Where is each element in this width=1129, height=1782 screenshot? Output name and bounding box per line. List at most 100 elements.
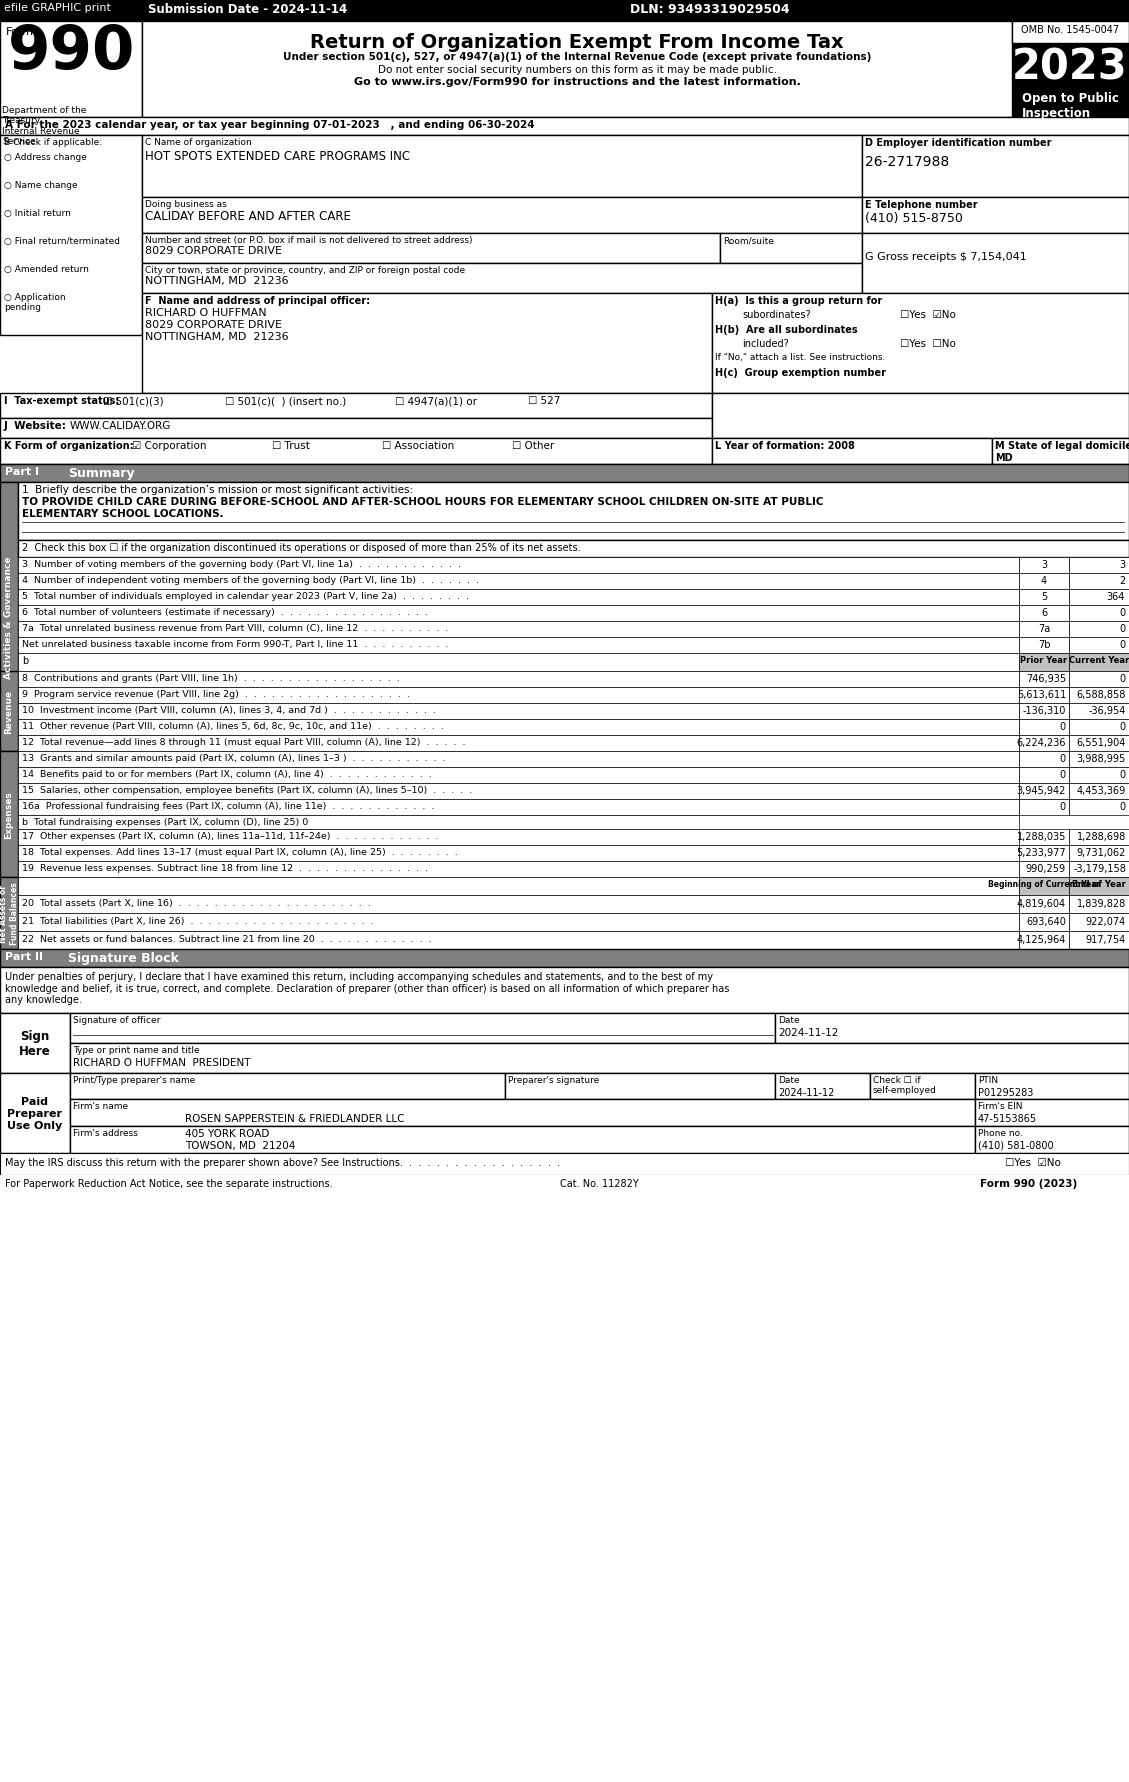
Bar	[18, 590, 1019, 606]
Text: b: b	[21, 656, 28, 666]
Bar	[975, 1126, 1129, 1153]
Bar	[1019, 784, 1069, 800]
Text: 12  Total revenue—add lines 8 through 11 (must equal Part VIII, column (A), line: 12 Total revenue—add lines 8 through 11 …	[21, 738, 465, 747]
Text: 5: 5	[1041, 592, 1047, 602]
Bar	[142, 21, 1012, 118]
Text: 3: 3	[1119, 560, 1124, 570]
Text: Part II: Part II	[5, 952, 43, 962]
Text: K Form of organization:: K Form of organization:	[5, 440, 133, 451]
Bar	[1069, 877, 1129, 896]
Bar	[863, 135, 1129, 198]
Bar	[1019, 932, 1069, 950]
Text: 3,988,995: 3,988,995	[1077, 754, 1126, 763]
Text: Preparer's signature: Preparer's signature	[508, 1075, 599, 1085]
Text: included?: included?	[742, 339, 789, 349]
Text: ☐Yes  ☐No: ☐Yes ☐No	[900, 339, 956, 349]
Text: 2: 2	[1119, 576, 1124, 586]
Bar	[1019, 638, 1069, 654]
Text: I  Tax-exempt status:: I Tax-exempt status:	[5, 396, 120, 406]
Bar	[18, 816, 1019, 830]
Text: ☐ Association: ☐ Association	[382, 440, 454, 451]
Text: 2023: 2023	[1012, 46, 1128, 87]
Text: Print/Type preparer's name: Print/Type preparer's name	[73, 1075, 195, 1085]
Bar	[0, 465, 1129, 483]
Text: Prior Year: Prior Year	[1021, 656, 1068, 665]
Text: B Check if applicable:: B Check if applicable:	[5, 137, 102, 146]
Text: 19  Revenue less expenses. Subtract line 18 from line 12  .  .  .  .  .  .  .  .: 19 Revenue less expenses. Subtract line …	[21, 864, 428, 873]
Bar	[18, 638, 1019, 654]
Text: ☐Yes  ☑No: ☐Yes ☑No	[900, 310, 956, 319]
Text: 4,453,369: 4,453,369	[1077, 786, 1126, 795]
Text: Summary: Summary	[68, 467, 134, 479]
Text: 6,551,904: 6,551,904	[1077, 738, 1126, 748]
Bar	[0, 950, 1129, 968]
Bar	[0, 1176, 1129, 1196]
Bar	[1019, 590, 1069, 606]
Bar	[1069, 861, 1129, 877]
Text: 7b: 7b	[1038, 640, 1050, 650]
Bar	[142, 294, 712, 394]
Text: J  Website:: J Website:	[5, 421, 67, 431]
Text: Paid
Preparer
Use Only: Paid Preparer Use Only	[8, 1096, 62, 1130]
Bar	[70, 1099, 975, 1126]
Text: 6: 6	[1041, 608, 1047, 618]
Bar	[1019, 800, 1069, 816]
Bar	[1069, 845, 1129, 861]
Text: 746,935: 746,935	[1026, 674, 1066, 684]
Bar	[1019, 752, 1069, 768]
Text: 693,640: 693,640	[1026, 916, 1066, 927]
Text: Firm's address: Firm's address	[73, 1128, 138, 1137]
Bar	[18, 768, 1019, 784]
Text: NOTTINGHAM, MD  21236: NOTTINGHAM, MD 21236	[145, 276, 289, 285]
Text: 8029 CORPORATE DRIVE: 8029 CORPORATE DRIVE	[145, 246, 282, 257]
Text: 0: 0	[1120, 722, 1126, 732]
Text: A For the 2023 calendar year, or tax year beginning 07-01-2023   , and ending 06: A For the 2023 calendar year, or tax yea…	[5, 119, 535, 130]
Text: (410) 581-0800: (410) 581-0800	[978, 1140, 1053, 1151]
Text: Beginning of Current Year: Beginning of Current Year	[988, 880, 1100, 889]
Bar	[1069, 736, 1129, 752]
Text: 20  Total assets (Part X, line 16)  .  .  .  .  .  .  .  .  .  .  .  .  .  .  . : 20 Total assets (Part X, line 16) . . . …	[21, 898, 370, 907]
Text: ELEMENTARY SCHOOL LOCATIONS.: ELEMENTARY SCHOOL LOCATIONS.	[21, 508, 224, 519]
Text: 922,074: 922,074	[1086, 916, 1126, 927]
Bar	[0, 21, 142, 118]
Text: 405 YORK ROAD: 405 YORK ROAD	[185, 1128, 270, 1139]
Bar	[0, 118, 1129, 135]
Bar	[1069, 558, 1129, 574]
Bar	[720, 233, 863, 264]
Bar	[1069, 672, 1129, 688]
Bar	[0, 419, 712, 438]
Text: 17  Other expenses (Part IX, column (A), lines 11a–11d, 11f–24e)  .  .  .  .  . : 17 Other expenses (Part IX, column (A), …	[21, 832, 438, 841]
Text: H(b)  Are all subordinates: H(b) Are all subordinates	[715, 324, 858, 335]
Text: 26-2717988: 26-2717988	[865, 155, 949, 169]
Text: ○ Amended return: ○ Amended return	[5, 266, 89, 274]
Bar	[18, 574, 1019, 590]
Bar	[1069, 752, 1129, 768]
Text: RICHARD O HUFFMAN  PRESIDENT: RICHARD O HUFFMAN PRESIDENT	[73, 1057, 251, 1067]
Text: TOWSON, MD  21204: TOWSON, MD 21204	[185, 1140, 296, 1151]
Bar	[1019, 688, 1069, 704]
Text: 0: 0	[1060, 722, 1066, 732]
Bar	[0, 968, 1129, 1014]
Text: WWW.CALIDAY.ORG: WWW.CALIDAY.ORG	[70, 421, 172, 431]
Text: 0: 0	[1060, 770, 1066, 779]
Text: 5  Total number of individuals employed in calendar year 2023 (Part V, line 2a) : 5 Total number of individuals employed i…	[21, 592, 469, 601]
Text: 15  Salaries, other compensation, employee benefits (Part IX, column (A), lines : 15 Salaries, other compensation, employe…	[21, 786, 472, 795]
Text: L Year of formation: 2008: L Year of formation: 2008	[715, 440, 855, 451]
Text: Activities & Governance: Activities & Governance	[5, 556, 14, 679]
Text: 22  Net assets or fund balances. Subtract line 21 from line 20  .  .  .  .  .  .: 22 Net assets or fund balances. Subtract…	[21, 934, 431, 943]
Text: D Employer identification number: D Employer identification number	[865, 137, 1051, 148]
Text: P01295283: P01295283	[978, 1087, 1033, 1098]
Text: HOT SPOTS EXTENDED CARE PROGRAMS INC: HOT SPOTS EXTENDED CARE PROGRAMS INC	[145, 150, 410, 162]
Text: 4: 4	[1041, 576, 1047, 586]
Text: End of Year: End of Year	[1073, 880, 1126, 889]
Bar	[1069, 896, 1129, 914]
Text: ROSEN SAPPERSTEIN & FRIEDLANDER LLC: ROSEN SAPPERSTEIN & FRIEDLANDER LLC	[185, 1114, 404, 1123]
Text: H(a)  Is this a group return for: H(a) Is this a group return for	[715, 296, 882, 307]
Text: For Paperwork Reduction Act Notice, see the separate instructions.: For Paperwork Reduction Act Notice, see …	[5, 1178, 333, 1189]
Text: Under section 501(c), 527, or 4947(a)(1) of the Internal Revenue Code (except pr: Under section 501(c), 527, or 4947(a)(1)…	[282, 52, 872, 62]
Bar	[1069, 932, 1129, 950]
Bar	[505, 1073, 774, 1099]
Text: 2024-11-12: 2024-11-12	[778, 1028, 839, 1037]
Bar	[1019, 768, 1069, 784]
Text: Type or print name and title: Type or print name and title	[73, 1046, 200, 1055]
